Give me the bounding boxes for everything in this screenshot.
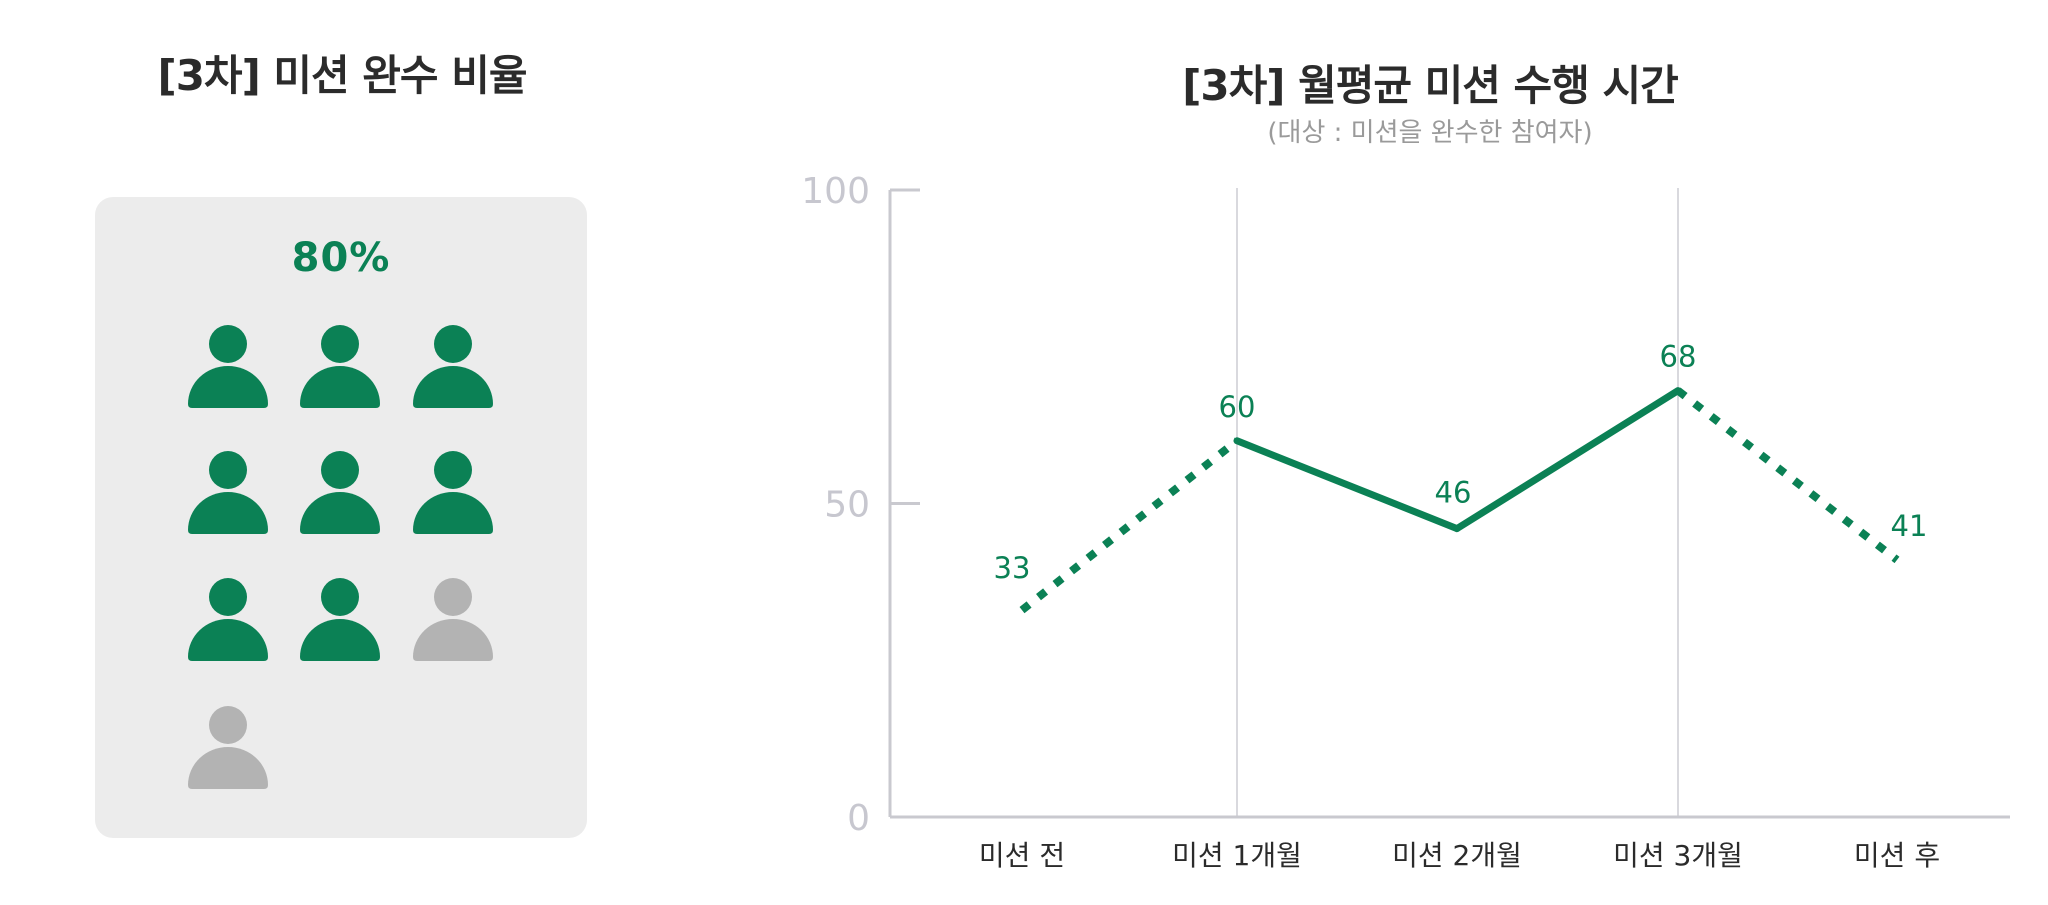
x-tick-label: 미션 3개월 (1613, 839, 1743, 872)
person-icon (188, 578, 268, 661)
completion-ratio-title: [3차] 미션 완수 비율 (157, 51, 528, 100)
person-icon (300, 578, 380, 661)
person-icon (300, 451, 380, 534)
person-icon (300, 325, 380, 408)
person-icon (413, 325, 493, 408)
y-tick-label: 0 (847, 798, 870, 839)
x-tick-label: 미션 2개월 (1392, 839, 1522, 872)
data-label: 60 (1219, 390, 1256, 424)
x-tick-label: 미션 1개월 (1172, 839, 1302, 872)
person-icon (188, 451, 268, 534)
person-icon (188, 325, 268, 408)
person-icon (413, 451, 493, 534)
chart-subtitle: (대상 : 미션을 완수한 참여자) (1267, 118, 1593, 148)
y-tick-label: 50 (824, 485, 870, 526)
x-tick-label: 미션 후 (1854, 839, 1940, 872)
x-tick-label: 미션 전 (979, 839, 1065, 872)
person-icon (413, 578, 493, 661)
series-line-segment (1019, 437, 1240, 614)
person-icon (188, 706, 268, 789)
data-label: 33 (994, 551, 1031, 585)
chart-title: [3차] 월평균 미션 수행 시간 (1182, 61, 1679, 110)
monthly-mission-time-line-chart: 0 50 100 미션 전 미션 1개월 미션 2개월 미션 3개월 미션 후 33 60 46 68… (801, 171, 2010, 872)
completion-card: 80% (95, 197, 587, 838)
series-line-segment (1675, 387, 1900, 564)
y-tick-label: 100 (801, 171, 870, 212)
series-line-segment (1453, 387, 1682, 533)
series-line-segment (1233, 437, 1461, 533)
completion-percent: 80% (291, 235, 391, 281)
data-label: 68 (1660, 340, 1697, 374)
people-grid (95, 197, 587, 838)
data-label: 46 (1435, 476, 1472, 510)
data-label: 41 (1891, 509, 1928, 543)
